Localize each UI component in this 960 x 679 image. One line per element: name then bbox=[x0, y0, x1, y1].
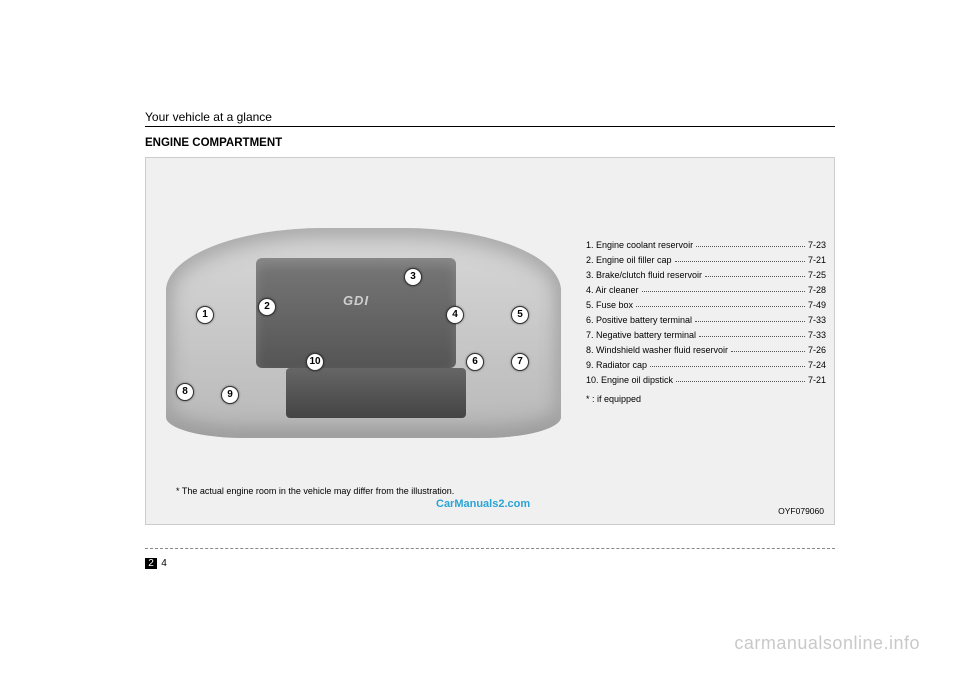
legend-page: 7-49 bbox=[808, 298, 826, 313]
legend-dots bbox=[650, 358, 805, 367]
legend-page: 7-26 bbox=[808, 343, 826, 358]
legend-page: 7-21 bbox=[808, 373, 826, 388]
legend-page: 7-33 bbox=[808, 328, 826, 343]
callout-9: 9 bbox=[221, 386, 239, 404]
callout-8: 8 bbox=[176, 383, 194, 401]
legend-row: 4. Air cleaner 7-28 bbox=[586, 283, 826, 298]
legend-page: 7-33 bbox=[808, 313, 826, 328]
legend-label: 9. Radiator cap bbox=[586, 358, 647, 373]
callout-6: 6 bbox=[466, 353, 484, 371]
figure-code: OYF079060 bbox=[778, 506, 824, 516]
legend-row: 5. Fuse box 7-49 bbox=[586, 298, 826, 313]
legend-label: 3. Brake/clutch fluid reservoir bbox=[586, 268, 702, 283]
callout-10: 10 bbox=[306, 353, 324, 371]
chapter-number: 2 bbox=[145, 558, 157, 569]
legend-page: 7-24 bbox=[808, 358, 826, 373]
page-number: 2 4 bbox=[145, 558, 170, 569]
callout-1: 1 bbox=[196, 306, 214, 324]
legend-row: 7. Negative battery terminal 7-33 bbox=[586, 328, 826, 343]
legend-page: 7-23 bbox=[808, 238, 826, 253]
figure-box: GDI 1 2 3 4 5 6 7 8 9 10 1. Engine coolant reserv… bbox=[145, 157, 835, 525]
legend-row: 8. Windshield washer fluid reservoir 7-2… bbox=[586, 343, 826, 358]
callout-2: 2 bbox=[258, 298, 276, 316]
legend-row: 2. Engine oil filler cap 7-21 bbox=[586, 253, 826, 268]
page-number-value: 4 bbox=[158, 558, 170, 569]
legend-label: 10. Engine oil dipstick bbox=[586, 373, 673, 388]
callout-3: 3 bbox=[404, 268, 422, 286]
legend-dots bbox=[699, 328, 805, 337]
legend-dots bbox=[731, 343, 805, 352]
legend-dots bbox=[676, 373, 805, 382]
legend-label: 8. Windshield washer fluid reservoir bbox=[586, 343, 728, 358]
legend-page: 7-28 bbox=[808, 283, 826, 298]
legend-dots bbox=[705, 268, 805, 277]
legend-page: 7-21 bbox=[808, 253, 826, 268]
legend: 1. Engine coolant reservoir 7-232. Engin… bbox=[586, 238, 826, 407]
legend-label: 1. Engine coolant reservoir bbox=[586, 238, 693, 253]
page-content: Your vehicle at a glance ENGINE COMPARTM… bbox=[145, 110, 835, 525]
engine-illustration: GDI bbox=[166, 228, 561, 438]
legend-dots bbox=[642, 283, 805, 292]
legend-dots bbox=[636, 298, 805, 307]
legend-row: 10. Engine oil dipstick 7-21 bbox=[586, 373, 826, 388]
legend-dots bbox=[696, 238, 805, 247]
legend-label: 5. Fuse box bbox=[586, 298, 633, 313]
callout-4: 4 bbox=[446, 306, 464, 324]
watermark-site: carmanualsonline.info bbox=[734, 633, 920, 654]
callout-5: 5 bbox=[511, 306, 529, 324]
page-number-area: 2 4 bbox=[145, 548, 835, 571]
legend-label: 7. Negative battery terminal bbox=[586, 328, 696, 343]
legend-dots bbox=[675, 253, 805, 262]
legend-label: 4. Air cleaner bbox=[586, 283, 639, 298]
page-title: ENGINE COMPARTMENT bbox=[145, 137, 835, 149]
legend-dots bbox=[695, 313, 805, 322]
legend-row: 3. Brake/clutch fluid reservoir 7-25 bbox=[586, 268, 826, 283]
intake-manifold bbox=[286, 368, 466, 418]
legend-row: 6. Positive battery terminal 7-33 bbox=[586, 313, 826, 328]
legend-page: 7-25 bbox=[808, 268, 826, 283]
legend-label: 6. Positive battery terminal bbox=[586, 313, 692, 328]
figure-footnote: * The actual engine room in the vehicle … bbox=[176, 486, 454, 496]
watermark-carmanuals: CarManuals2.com bbox=[436, 498, 530, 510]
legend-label: 2. Engine oil filler cap bbox=[586, 253, 672, 268]
legend-note: * : if equipped bbox=[586, 392, 826, 407]
legend-row: 9. Radiator cap 7-24 bbox=[586, 358, 826, 373]
engine-badge: GDI bbox=[316, 293, 396, 323]
callout-7: 7 bbox=[511, 353, 529, 371]
section-header: Your vehicle at a glance bbox=[145, 110, 835, 127]
legend-row: 1. Engine coolant reservoir 7-23 bbox=[586, 238, 826, 253]
